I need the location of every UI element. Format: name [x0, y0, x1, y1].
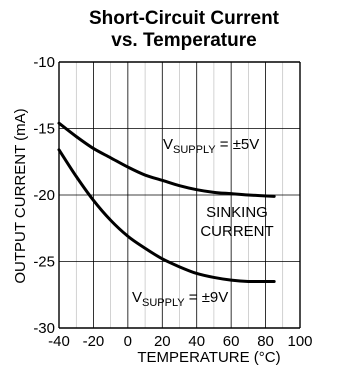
- series-label-5v-main: V: [163, 136, 173, 153]
- y-tick-label-1: -15: [33, 121, 55, 138]
- series-label-5v-sub: SUPPLY: [173, 144, 216, 156]
- x-tick-label-0: -40: [48, 333, 70, 350]
- tick-labels: -40 -20 0 20 40 60 80 100 -10 -15 -20 -25 -30: [33, 54, 312, 350]
- y-tick-label-0: -10: [33, 54, 55, 71]
- series-label-9v-rest: = ±9V: [185, 289, 229, 306]
- chart-title-line-2: vs. Temperature: [111, 30, 256, 51]
- x-tick-label-5: 60: [223, 333, 240, 350]
- series-line-0: [57, 121, 276, 198]
- annotation-line-1: SINKING: [206, 204, 268, 221]
- x-tick-label-3: 20: [154, 333, 171, 350]
- series-label-9v: VSUPPLY = ±9V: [132, 289, 228, 309]
- series-group: [57, 121, 276, 284]
- series-label-5v: VSUPPLY = ±5V: [163, 136, 259, 156]
- chart-title-line-1: Short-Circuit Current: [89, 8, 280, 29]
- x-tick-label-7: 100: [287, 333, 312, 350]
- series-label-9v-main: V: [132, 289, 142, 306]
- x-tick-label-4: 40: [188, 333, 205, 350]
- y-axis-label: OUTPUT CURRENT (mA): [12, 108, 29, 283]
- x-tick-label-2: 0: [124, 333, 132, 350]
- series-label-5v-rest: = ±5V: [216, 136, 260, 153]
- annotation-line-2: CURRENT: [200, 223, 273, 240]
- x-tick-label-6: 80: [257, 333, 274, 350]
- x-tick-label-1: -20: [83, 333, 105, 350]
- x-axis-label: TEMPERATURE (°C): [137, 349, 280, 366]
- y-tick-label-2: -20: [33, 187, 55, 204]
- y-tick-label-4: -30: [33, 320, 55, 337]
- series-line-1: [57, 148, 276, 284]
- series-label-9v-sub: SUPPLY: [142, 297, 185, 309]
- y-tick-label-3: -25: [33, 254, 55, 271]
